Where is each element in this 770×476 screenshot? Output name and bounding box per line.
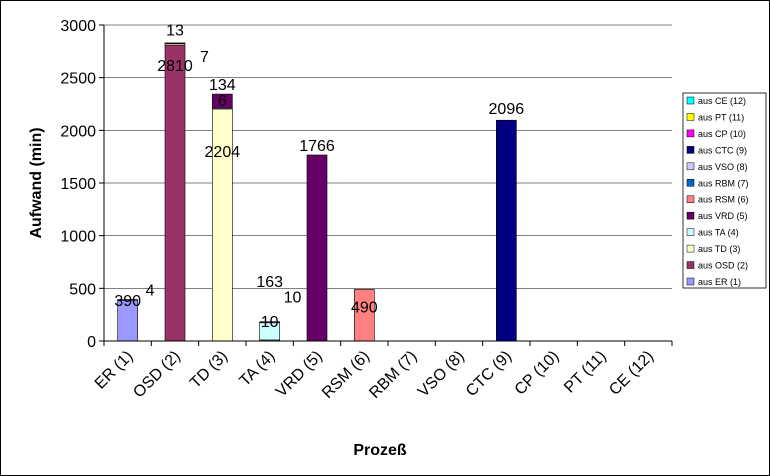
- x-category-label: CP (10): [512, 348, 563, 399]
- legend-swatch: [686, 228, 695, 236]
- legend-label: aus CP (10): [698, 129, 746, 139]
- data-label: 10: [284, 290, 302, 307]
- y-tick-label: 2000: [60, 123, 96, 140]
- legend-swatch: [686, 195, 695, 203]
- legend-label: aus VSO (8): [698, 162, 748, 172]
- data-label: 2096: [489, 101, 525, 118]
- legend-swatch: [686, 261, 695, 269]
- legend-label: aus TA (4): [698, 228, 739, 238]
- legend: aus CE (12) aus PT (11) aus CP (10) aus CTC…: [682, 92, 767, 289]
- legend-label: aus PT (11): [698, 112, 744, 122]
- x-category-label: PT (11): [561, 348, 610, 397]
- data-label: 2204: [205, 144, 241, 161]
- y-tick-label: 1500: [60, 176, 96, 193]
- bar-segment: [259, 321, 280, 324]
- x-category-label: CE (12): [606, 348, 657, 399]
- y-tick-labels: 0 500 1000 1500 2000 2500 3000: [60, 18, 96, 351]
- x-category-label: RSM (6): [319, 348, 373, 402]
- legend-label: aus TD (3): [698, 244, 740, 254]
- legend-swatch: [686, 277, 695, 286]
- legend-label: aus VRD (5): [698, 211, 748, 221]
- bar-segment: [496, 119, 517, 342]
- data-label: 10: [261, 314, 279, 331]
- legend-box: [682, 92, 767, 289]
- data-label: 490: [351, 299, 378, 316]
- legend-swatch: [686, 162, 695, 171]
- data-label: 390: [114, 293, 141, 310]
- x-category-label: VSO (8): [415, 348, 468, 401]
- legend-swatch: [686, 146, 695, 154]
- data-label: 13: [166, 23, 184, 40]
- legend-swatch: [686, 129, 695, 138]
- grid-lines: [104, 24, 672, 289]
- x-category-label: RBM (7): [366, 348, 420, 402]
- bar-segment: [164, 44, 186, 342]
- axes: [99, 24, 673, 346]
- x-axis-title: Prozeß: [353, 442, 407, 459]
- legend-swatch: [686, 244, 695, 253]
- data-label: 2810: [157, 58, 193, 75]
- y-axis-title: Aufwand (min): [28, 127, 45, 238]
- legend-swatch: [686, 96, 695, 105]
- legend-label: aus ER (1): [698, 277, 741, 287]
- data-label: 163: [256, 274, 283, 291]
- y-tick-label: 500: [69, 281, 96, 298]
- data-label: 134: [209, 77, 236, 94]
- bar-group: [117, 42, 517, 342]
- x-category-label: TA (4): [237, 348, 279, 390]
- y-tick-label: 3000: [60, 18, 96, 35]
- data-label: 6: [218, 93, 227, 110]
- data-label: 1766: [299, 138, 335, 155]
- legend-swatch: [686, 113, 695, 121]
- legend-label: aus CE (12): [698, 96, 746, 106]
- legend-label: aus RSM (6): [698, 195, 749, 205]
- x-category-label: OSD (2): [130, 348, 184, 402]
- legend-label: aus RBM (7): [698, 178, 749, 188]
- data-label: 4: [146, 282, 155, 299]
- bar-segment: [164, 42, 186, 45]
- bar-segment: [306, 154, 328, 342]
- legend-label: aus OSD (2): [698, 261, 748, 271]
- y-tick-label: 1000: [60, 229, 96, 246]
- x-category-labels: ER (1)OSD (2) TD (3) TA (4)VRD (5)RSM (6)R…: [92, 348, 657, 402]
- legend-swatch: [686, 211, 695, 220]
- legend-label: aus CTC (9): [698, 145, 747, 155]
- x-category-label: TD (3): [187, 348, 231, 392]
- y-tick-label: 2500: [60, 71, 96, 88]
- x-category-label: CTC (9): [463, 348, 515, 400]
- y-tick-label: 0: [87, 334, 96, 351]
- x-category-label: ER (1): [92, 348, 137, 393]
- data-label: 7: [200, 49, 209, 66]
- bar-segment: [117, 299, 138, 301]
- legend-swatch: [686, 179, 695, 187]
- bar-segment: [212, 93, 233, 109]
- x-category-label: VRD (5): [273, 348, 326, 401]
